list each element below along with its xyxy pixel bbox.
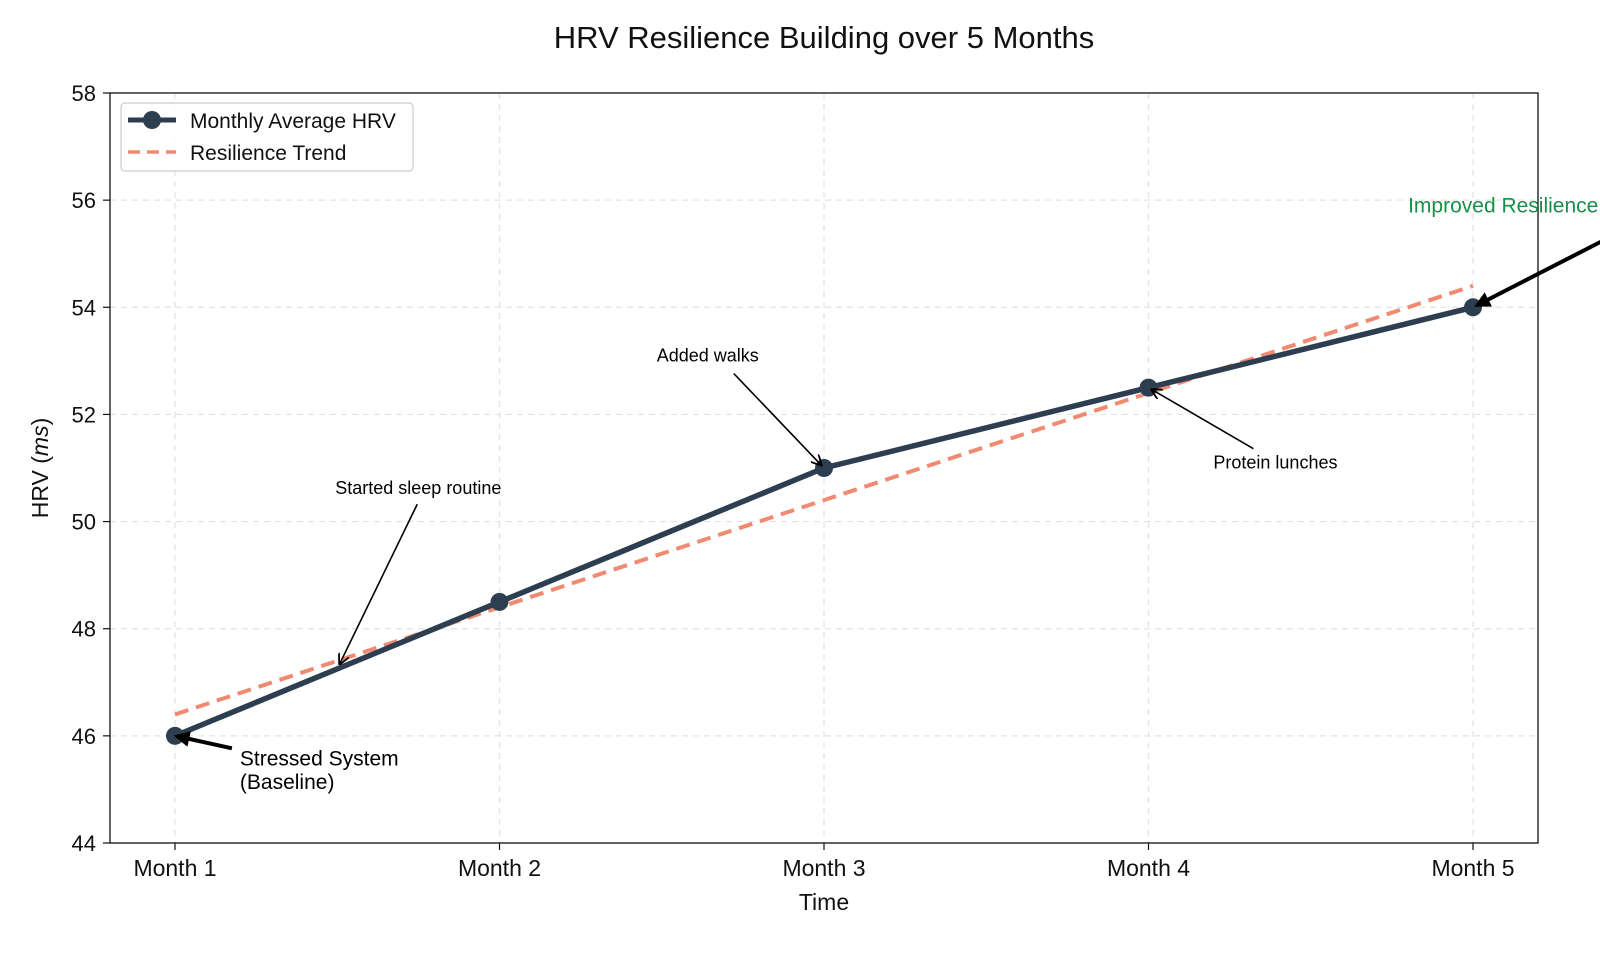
annotation-label: Started sleep routine [335, 478, 501, 498]
annotation-label-line: Started sleep routine [335, 478, 501, 498]
x-tick-label: Month 4 [1107, 855, 1190, 881]
x-tick-label: Month 5 [1431, 855, 1514, 881]
trend-line-resilience [174, 283, 1474, 717]
y-axis-label-prefix: HRV ( [27, 456, 53, 519]
annotation-label-line: Protein lunches [1213, 453, 1337, 473]
y-tick-label: 58 [72, 81, 96, 106]
legend-label-hrv: Monthly Average HRV [190, 110, 396, 133]
data-point-marker [1464, 298, 1482, 317]
annotation-label: Added walks [657, 346, 759, 366]
y-tick-label: 56 [72, 188, 96, 213]
chart-title: HRV Resilience Building over 5 Months [554, 20, 1094, 55]
annotation-label-line: Improved Resilience [1408, 195, 1598, 218]
y-axis-label-suffix: ) [27, 418, 53, 426]
annotations-layer: Stressed System (Baseline) Started sleep r… [173, 195, 1600, 794]
x-tick-label: Month 2 [458, 855, 541, 881]
x-tick-label: Month 3 [782, 855, 865, 881]
y-axis: 44 46 48 50 52 54 56 58 [72, 81, 110, 856]
x-axis: Month 1 Month 2 Month 3 Month 4 Month 5 [133, 843, 1515, 881]
grid-lines [110, 93, 1538, 843]
y-axis-label: HRV (ms) [27, 418, 53, 519]
data-point-marker [1139, 378, 1158, 397]
y-tick-label: 46 [72, 724, 96, 749]
annotation-label: Stressed System (Baseline) [240, 747, 399, 794]
legend-label-trend: Resilience Trend [190, 142, 346, 165]
annotation-arrow [173, 731, 233, 751]
legend-marker-hrv [143, 111, 161, 129]
annotation-label-line: Stressed System [240, 747, 399, 770]
x-axis-label: Time [799, 889, 849, 915]
y-tick-label: 48 [72, 617, 96, 642]
y-tick-label: 52 [72, 402, 96, 427]
y-tick-label: 54 [72, 295, 96, 320]
data-point-marker [490, 592, 509, 611]
annotation-arrow [1474, 239, 1600, 308]
annotation-arrow [1152, 389, 1254, 450]
annotation-arrow [340, 503, 418, 664]
y-tick-label: 50 [72, 510, 96, 535]
x-tick-label: Month 1 [133, 855, 216, 881]
legend-box [120, 102, 414, 172]
legend: Monthly Average HRV Resilience Trend [120, 102, 414, 172]
annotation-arrow [733, 372, 822, 466]
annotation-label: Improved Resilience [1408, 195, 1598, 218]
annotation-label-line: (Baseline) [240, 771, 335, 794]
y-axis-label-unit: ms [27, 425, 53, 456]
annotation-label: Protein lunches [1213, 453, 1337, 473]
y-tick-label: 44 [72, 831, 96, 856]
annotation-label-line: Added walks [657, 346, 759, 366]
